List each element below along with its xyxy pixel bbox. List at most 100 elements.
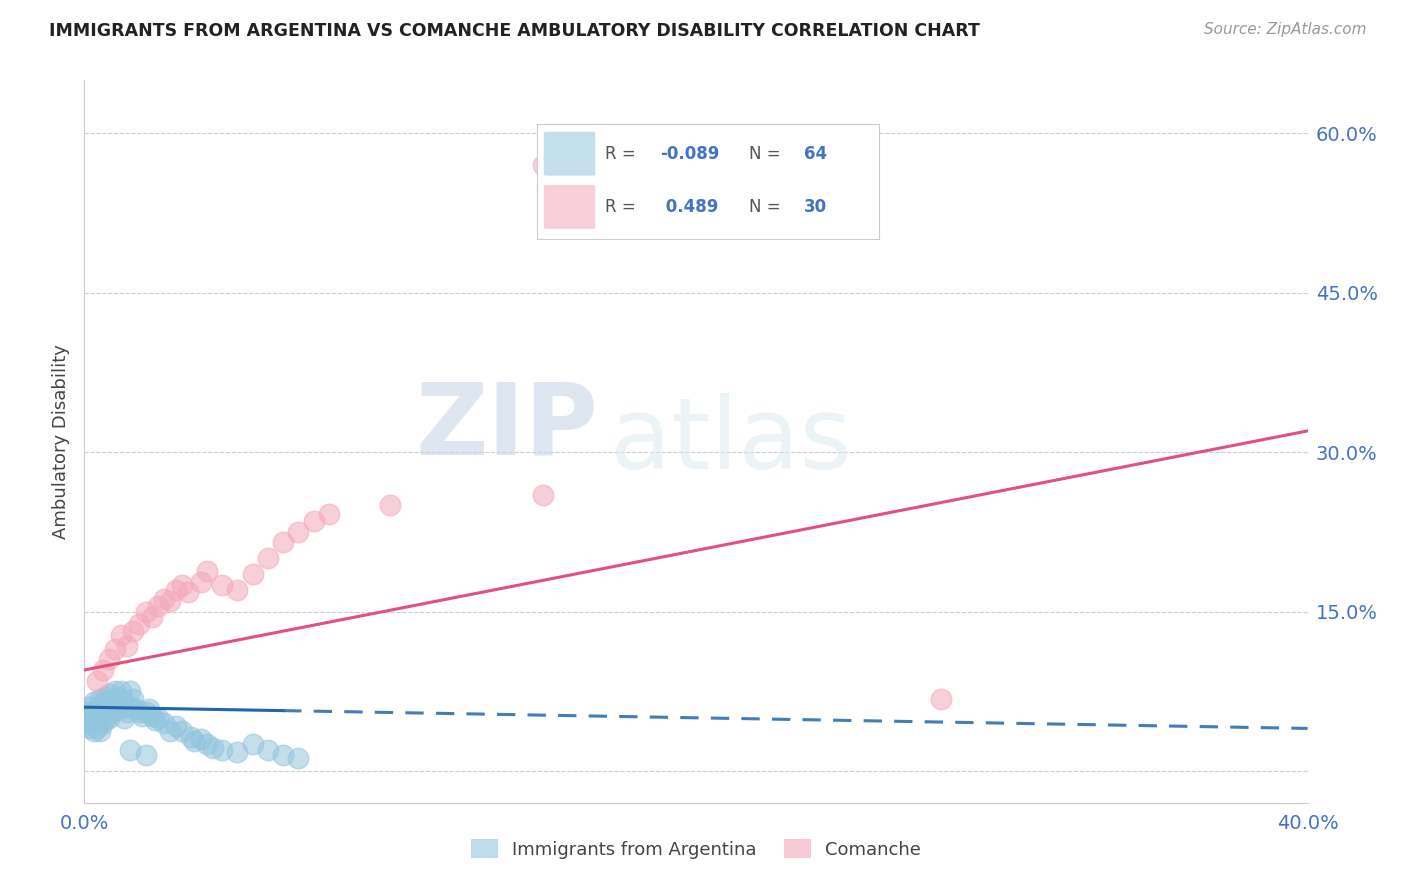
Point [165,583,187,598]
Point [104,700,127,714]
Point [138,702,160,716]
Point [135,747,157,762]
Point [242,567,264,582]
Point [177,585,200,599]
Point [131,708,153,723]
Point [83,723,105,738]
Point [929,691,952,706]
Point [112,711,135,725]
Point [271,747,294,762]
Point [107,702,129,716]
Point [91,706,114,720]
Point [318,507,340,521]
Text: IMMIGRANTS FROM ARGENTINA VS COMANCHE AMBULATORY DISABILITY CORRELATION CHART: IMMIGRANTS FROM ARGENTINA VS COMANCHE AM… [49,22,980,40]
Point [226,745,249,759]
Point [242,737,264,751]
Point [89,691,111,706]
Point [91,716,114,731]
Point [226,583,249,598]
Point [110,628,132,642]
Point [120,700,142,714]
Point [101,706,124,720]
Point [146,599,169,614]
Point [112,695,135,709]
Point [211,578,233,592]
Point [201,740,224,755]
Point [190,574,212,589]
Point [115,639,138,653]
Point [76,716,98,731]
Point [128,706,150,720]
Point [79,722,101,736]
Point [257,551,280,566]
Point [83,713,105,727]
Point [101,691,124,706]
Point [135,706,157,720]
Point [146,711,169,725]
Point [211,742,233,756]
Point [86,702,108,716]
Point [153,591,176,606]
Point [83,706,105,720]
Point [122,624,145,638]
Text: ZIP: ZIP [415,378,598,475]
Point [135,605,157,619]
Point [172,723,194,738]
Point [89,713,111,727]
Point [107,690,129,704]
Point [122,691,145,706]
Point [97,698,120,712]
Point [183,734,205,748]
Point [86,711,108,725]
Point [531,158,554,172]
Point [172,578,194,592]
Point [89,702,111,716]
Point [79,711,101,725]
Point [94,690,117,704]
Point [91,663,114,677]
Point [89,723,111,738]
Point [380,498,402,512]
Point [153,716,176,731]
Point [120,742,142,756]
Point [159,723,181,738]
Point [104,684,127,698]
Text: atlas: atlas [610,393,852,490]
Point [125,702,148,716]
Point [86,673,108,688]
Point [120,684,142,698]
Point [91,695,114,709]
Point [531,488,554,502]
Point [190,732,212,747]
Point [195,564,218,578]
Point [79,700,101,714]
Point [104,641,127,656]
Point [110,700,132,714]
Point [86,722,108,736]
Point [302,514,325,528]
Text: Source: ZipAtlas.com: Source: ZipAtlas.com [1204,22,1367,37]
Point [287,524,309,539]
Point [195,737,218,751]
Point [97,652,120,666]
Point [165,719,187,733]
Point [271,535,294,549]
Point [110,684,132,698]
Point [180,730,202,744]
Point [143,713,166,727]
Point [287,751,309,765]
Point [97,711,120,725]
Point [257,742,280,756]
Point [141,708,163,723]
Point [76,706,98,720]
Point [94,711,117,725]
Point [97,687,120,701]
Point [128,617,150,632]
Point [159,594,181,608]
Point [83,695,105,709]
Y-axis label: Ambulatory Disability: Ambulatory Disability [52,344,70,539]
Point [115,706,138,720]
Legend: Immigrants from Argentina, Comanche: Immigrants from Argentina, Comanche [471,839,921,859]
Point [94,700,117,714]
Point [141,610,163,624]
